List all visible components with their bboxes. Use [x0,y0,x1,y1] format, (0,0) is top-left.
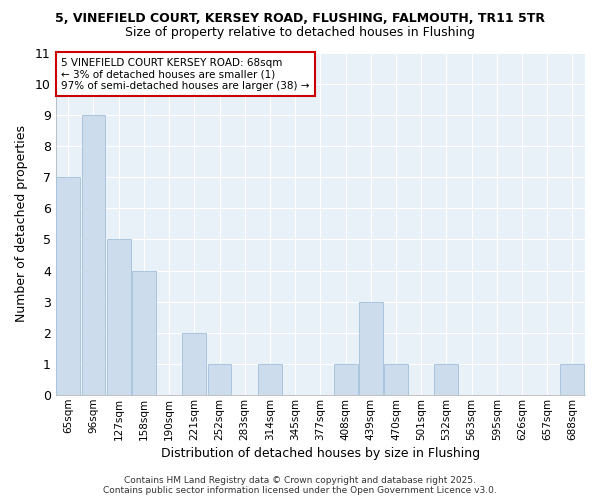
Text: 5, VINEFIELD COURT, KERSEY ROAD, FLUSHING, FALMOUTH, TR11 5TR: 5, VINEFIELD COURT, KERSEY ROAD, FLUSHIN… [55,12,545,26]
Bar [258,364,282,395]
Bar [82,115,106,395]
Bar [359,302,383,395]
X-axis label: Distribution of detached houses by size in Flushing: Distribution of detached houses by size … [161,447,480,460]
Bar [560,364,584,395]
Bar [334,364,358,395]
Bar [56,177,80,395]
Bar [182,333,206,395]
Text: Size of property relative to detached houses in Flushing: Size of property relative to detached ho… [125,26,475,39]
Bar [208,364,232,395]
Bar [132,270,156,395]
Text: Contains HM Land Registry data © Crown copyright and database right 2025.
Contai: Contains HM Land Registry data © Crown c… [103,476,497,495]
Y-axis label: Number of detached properties: Number of detached properties [15,126,28,322]
Bar [384,364,408,395]
Text: 5 VINEFIELD COURT KERSEY ROAD: 68sqm
← 3% of detached houses are smaller (1)
97%: 5 VINEFIELD COURT KERSEY ROAD: 68sqm ← 3… [61,58,310,91]
Bar [434,364,458,395]
Bar [107,240,131,395]
